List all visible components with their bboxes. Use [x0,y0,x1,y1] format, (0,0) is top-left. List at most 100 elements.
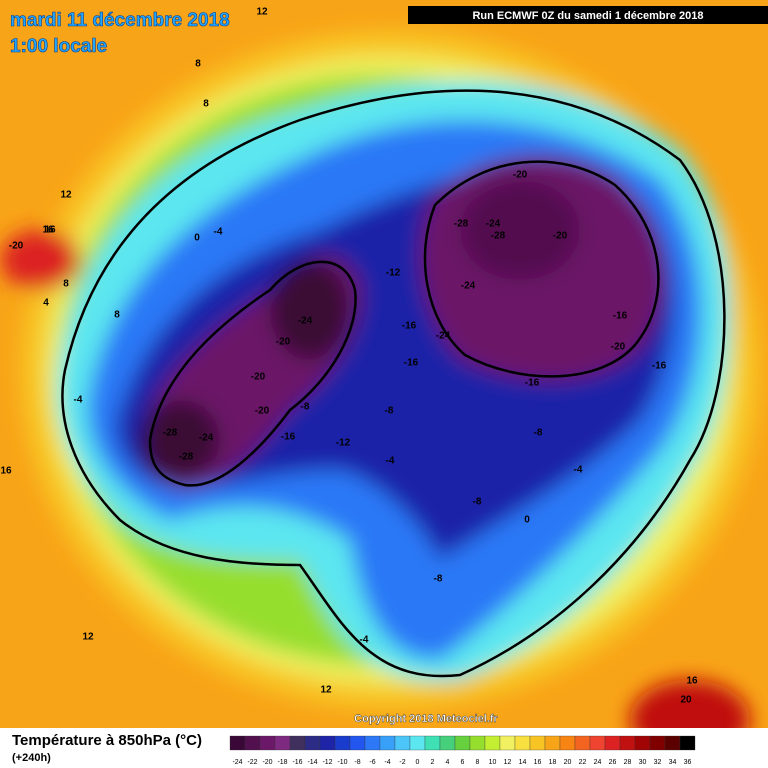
scale-swatch [349,735,366,751]
scale-swatch [334,735,351,751]
scale-swatch [604,735,621,751]
contour-label: -28 [179,452,194,463]
scale-swatch [484,735,501,751]
scale-label: 32 [654,759,662,766]
contour-label: 4 [43,298,49,309]
scale-swatch [574,735,591,751]
scale-label: 18 [549,759,557,766]
scale-swatch [289,735,306,751]
scale-label: -20 [262,759,272,766]
date-title: mardi 11 décembre 2018 [10,10,230,31]
contour-label: 0 [524,515,530,526]
scale-label: -10 [337,759,347,766]
contour-label: 16 [42,225,54,236]
scale-swatch [274,735,291,751]
contour-label: -24 [486,219,501,230]
color-scale: -24 -22 -20 -18 -16 -14 -12 -10 -8 -6 -4 -2 0 2 4 6 8 10 1… [229,735,696,766]
lead-time: (+240h) [12,752,51,764]
footer-title: Température à 850hPa (°C) [12,732,202,749]
contour-label: -24 [199,433,214,444]
scale-label: 22 [579,759,587,766]
contour-label: -16 [402,321,417,332]
contour-label: -16 [525,378,540,389]
scale-swatch [589,735,606,751]
contour-label: -20 [513,170,528,181]
contour-label: -24 [298,316,313,327]
scale-swatch [439,735,456,751]
contour-label: -28 [491,231,506,242]
contour-label: 12 [60,190,72,201]
scale-label: 20 [564,759,572,766]
scale-label: -2 [399,759,405,766]
scale-label: 10 [489,759,497,766]
scale-swatch [559,735,576,751]
scale-label: -8 [354,759,360,766]
scale-label: 30 [639,759,647,766]
scale-swatch [469,735,486,751]
contour-label: 12 [256,7,268,18]
contour-label: -4 [74,395,83,406]
contour-label: -28 [163,428,178,439]
scale-label: 2 [431,759,435,766]
run-box [408,6,768,24]
scale-swatch [244,735,261,751]
scale-label: 16 [534,759,542,766]
contour-label: -8 [385,406,394,417]
scale-label: -18 [277,759,287,766]
contour-label: -4 [574,465,583,476]
scale-label: 28 [624,759,632,766]
contour-label: -8 [534,428,543,439]
scale-swatch [409,735,426,751]
scale-label: 8 [476,759,480,766]
scale-swatch [514,735,531,751]
scale-swatch [259,735,276,751]
scale-label: -24 [232,759,242,766]
scale-swatch [379,735,396,751]
contour-label: -8 [473,497,482,508]
scale-swatch [679,735,696,751]
contour-label: -8 [301,402,310,413]
scale-swatch [319,735,336,751]
contour-label: 16 [44,225,56,236]
contour-label: -24 [436,331,451,342]
copyright: Copyright 2018 Meteociel.fr [354,713,498,725]
scale-swatch [304,735,321,751]
time-title: 1:00 locale [10,36,107,57]
contour-label: 20 [680,695,692,706]
scale-swatch [394,735,411,751]
contour-label: 12 [82,632,94,643]
contour-label: -12 [336,438,351,449]
contour-label: 8 [203,99,209,110]
contour-label: -28 [454,219,469,230]
contour-label: -4 [214,227,223,238]
contour-label: -8 [434,574,443,585]
contour-label: 8 [195,59,201,70]
scale-swatch [664,735,681,751]
scale-swatch [529,735,546,751]
scale-swatch [454,735,471,751]
contour-label: 8 [114,310,120,321]
scale-label: 12 [504,759,512,766]
scale-swatch [424,735,441,751]
scale-swatch [619,735,636,751]
scale-swatch [364,735,381,751]
contour-label: -20 [611,342,626,353]
scale-label: -12 [322,759,332,766]
scale-swatch [634,735,651,751]
scale-label: 14 [519,759,527,766]
contour-label: 12 [320,685,332,696]
scale-swatch [499,735,516,751]
scale-label: 36 [684,759,692,766]
scale-label: 24 [594,759,602,766]
contour-label: -20 [553,231,568,242]
contour-label: -16 [613,311,628,322]
scale-swatch [544,735,561,751]
scale-label: -14 [307,759,317,766]
scale-label: 6 [461,759,465,766]
run-info: Run ECMWF 0Z du samedi 1 décembre 2018 [472,10,703,22]
contour-label: 0 [194,233,200,244]
contour-label: -20 [9,241,24,252]
